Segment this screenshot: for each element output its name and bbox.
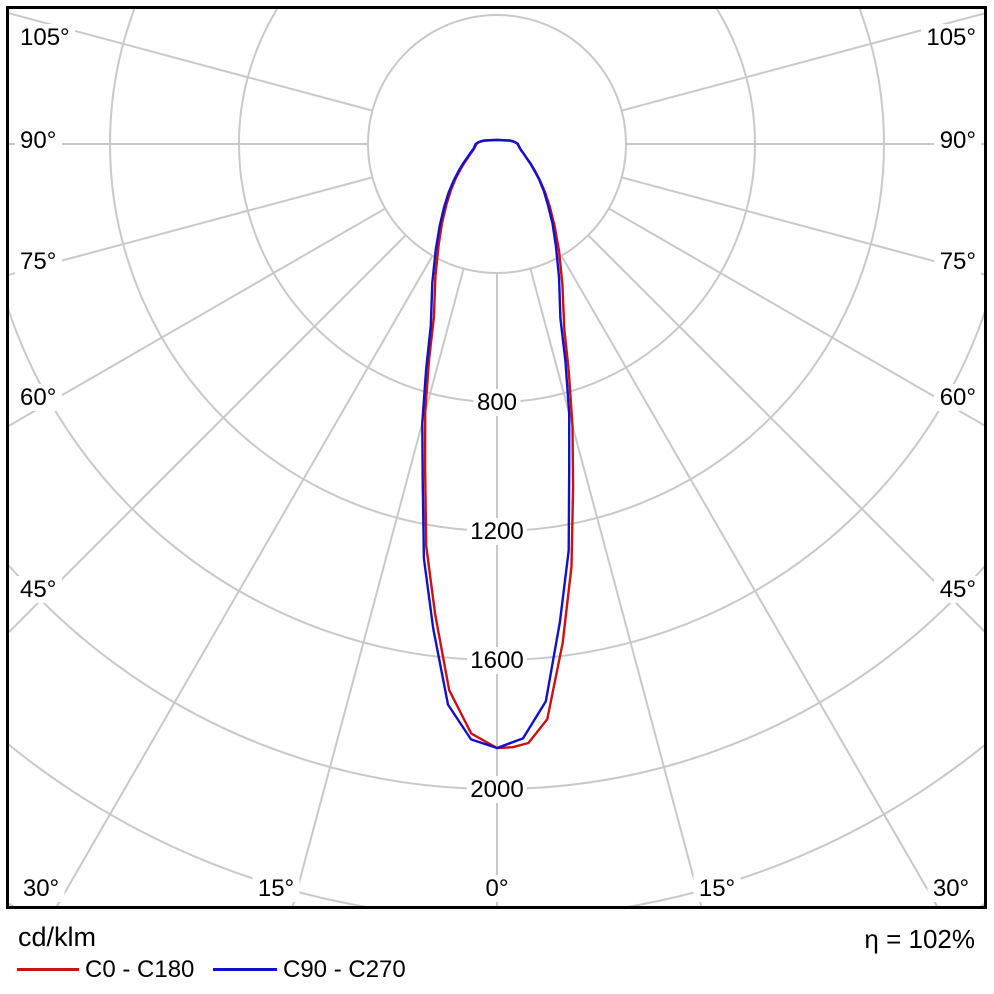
angle-label-right-bg [934,248,981,275]
grid-ray [9,234,407,634]
angle-label-left: 60° [20,384,56,411]
ring-label: 2000 [470,776,523,803]
ring-label: 1200 [470,518,523,545]
angle-label-bottom: 0° [486,875,509,902]
grid-ray [9,176,373,276]
angle-label-left-bg [15,384,62,411]
angle-label-right: 75° [940,248,976,275]
legend-swatch-c90-c270 [213,968,277,971]
curve-c90-c270 [421,138,571,750]
angle-label-left: 45° [20,576,56,603]
ring-label-bg [467,647,527,674]
angle-label-left-bg [15,248,62,275]
grid-ray [587,234,985,634]
legend-label-c90-c270: C90 - C270 [283,956,406,983]
legend-label-c0-c180: C0 - C180 [85,956,195,983]
angle-label-right: 90° [940,127,976,154]
ring-label-bg [467,518,527,545]
grid-ray [55,255,434,906]
angle-label-right: 60° [940,384,976,411]
angle-label-bottom-bg [693,875,741,902]
angle-label-right-bg [934,127,981,154]
unit-label: cd/klm [18,922,97,952]
angle-label-bottom-bg [480,875,514,902]
angle-label-bottom-bg [927,875,975,902]
legend-swatch-c0-c180 [17,968,79,971]
grid-ray [9,12,373,112]
efficiency-label: η = 102% [864,924,975,954]
angle-label-left-bg [15,127,62,154]
angle-label-right: 105° [926,24,976,51]
ring-label-bg [467,776,527,803]
ring-label: 800 [477,389,517,416]
angle-label-bottom: 15° [699,875,735,902]
angle-label-bottom: 15° [258,875,294,902]
angle-label-bottom: 30° [23,875,59,902]
angle-label-left: 75° [20,248,56,275]
grid-ring [367,14,627,274]
grid-ray [621,12,985,112]
angle-label-bottom-bg [17,875,65,902]
grid-ray [621,176,985,276]
ring-label: 1600 [470,647,523,674]
ring-label-bg [473,389,521,416]
grid-ray [608,207,985,427]
angle-label-left: 90° [20,127,56,154]
angle-label-bottom: 30° [933,875,969,902]
chart-border [6,6,987,909]
angle-label-right: 45° [940,576,976,603]
grid-ray [9,207,386,427]
angle-label-left-bg [15,576,62,603]
angle-label-left-bg [15,24,75,51]
angle-label-left: 105° [20,24,70,51]
angle-label-right-bg [921,24,981,51]
angle-label-right-bg [934,384,981,411]
angle-label-bottom-bg [252,875,300,902]
legend: C0 - C180 C90 - C270 [0,956,994,986]
grid-ray [560,255,939,906]
angle-label-right-bg [934,576,981,603]
